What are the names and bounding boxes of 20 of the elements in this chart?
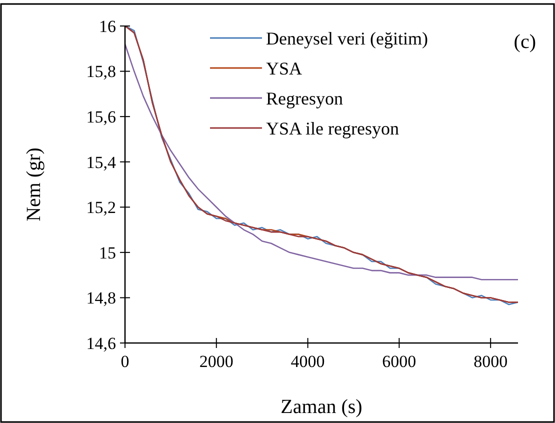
x-axis-title: Zaman (s) [280,396,362,418]
y-tick-label: 16 [99,16,116,36]
y-tick-label: 15,8 [86,62,116,82]
y-axis-title: Nem (gr) [23,148,45,222]
x-tick-label: 0 [120,352,130,371]
x-tick-label: 6000 [382,352,416,371]
legend-label: YSA ile regresyon [266,118,399,138]
x-tick-label: 4000 [290,352,325,371]
y-tick-label: 14,6 [86,334,116,353]
y-tick-label: 15,4 [86,152,116,172]
y-tick-label: 15,6 [86,108,116,127]
legend-label: Deneysel veri (eğitim) [266,28,428,48]
y-tick-label: 15 [99,243,116,262]
y-tick-label: 14,8 [86,288,116,308]
legend-label: YSA [266,58,302,78]
annotation: (c) [514,31,536,53]
x-tick-label: 8000 [474,352,508,371]
legend-label: Regresyon [266,88,343,108]
x-tick-label: 2000 [199,352,234,371]
y-tick-label: 15,2 [86,198,116,218]
